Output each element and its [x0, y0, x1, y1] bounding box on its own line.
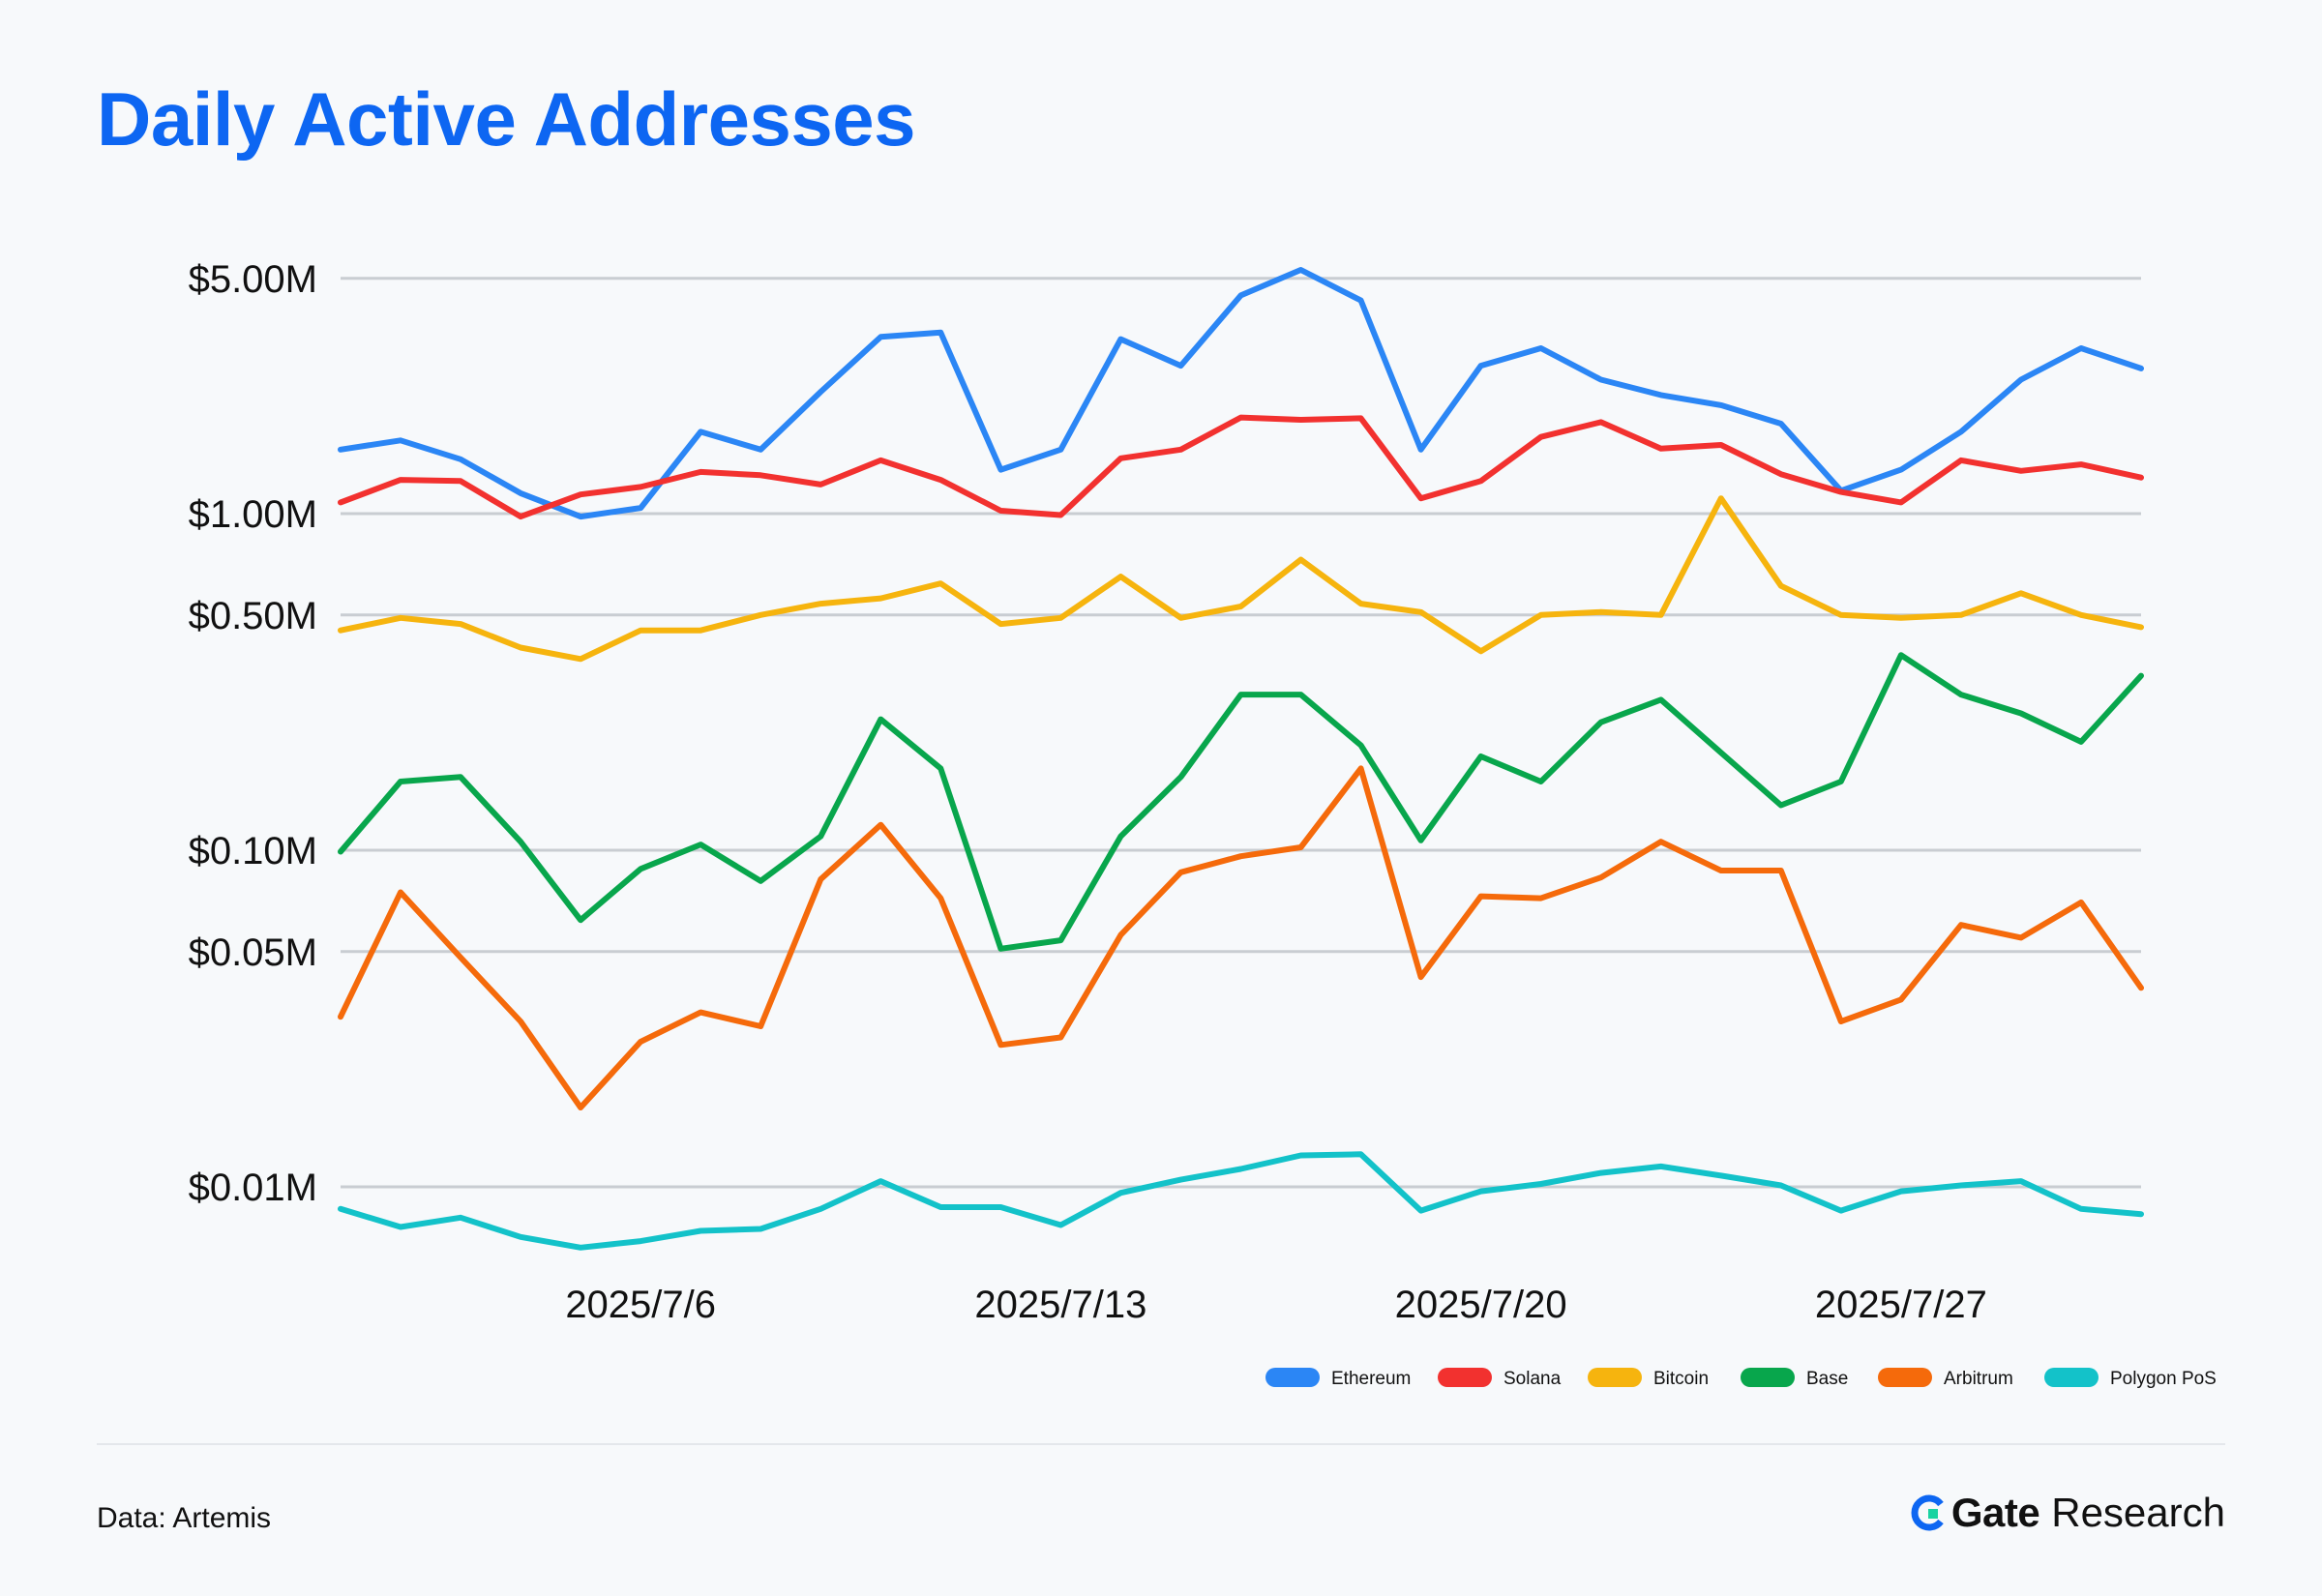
y-tick-label: $0.50M — [189, 595, 317, 637]
y-tick-label: $0.10M — [189, 830, 317, 872]
series-line-ethereum — [338, 267, 2144, 520]
y-axis-tick-labels: $5.00M $1.00M $0.50M $0.10M $0.05M $0.01M — [189, 258, 317, 1209]
series-line-bitcoin — [338, 495, 2144, 663]
legend-label-arbitrum: Arbitrum — [1944, 1369, 2013, 1389]
legend-swatch-bitcoin — [1588, 1368, 1642, 1387]
legend-swatch-arbitrum — [1878, 1368, 1932, 1387]
series-line-polygon-pos — [338, 1151, 2144, 1251]
data-source-note: Data: Artemis — [97, 1502, 272, 1534]
series-line-arbitrum — [338, 765, 2144, 1110]
brand-mark: Gate Research — [1909, 1490, 2225, 1536]
grid-lines — [341, 277, 2141, 1189]
page-title: Daily Active Addresses — [97, 76, 915, 162]
x-tick-label: 2025/7/13 — [974, 1284, 1146, 1326]
legend-label-base: Base — [1806, 1369, 1848, 1389]
legend: Ethereum Solana Bitcoin Base Arbitrum Polygon… — [1265, 1368, 2217, 1389]
legend-swatch-ethereum — [1265, 1368, 1320, 1387]
x-tick-label: 2025/7/20 — [1395, 1284, 1567, 1326]
legend-label-solana: Solana — [1503, 1369, 1562, 1389]
legend-label-bitcoin: Bitcoin — [1653, 1369, 1709, 1389]
series-line-base — [338, 652, 2144, 952]
legend-swatch-base — [1741, 1368, 1795, 1387]
series-line-solana — [338, 414, 2144, 520]
y-tick-label: $1.00M — [189, 493, 317, 536]
y-tick-label: $0.01M — [189, 1167, 317, 1209]
legend-swatch-solana — [1438, 1368, 1492, 1387]
series-lines — [338, 267, 2144, 1251]
footer-divider — [97, 1443, 2225, 1445]
x-tick-label: 2025/7/27 — [1815, 1284, 1987, 1326]
line-chart: $5.00M $1.00M $0.50M $0.10M $0.05M $0.01M 202… — [189, 258, 2217, 1389]
y-tick-label: $0.05M — [189, 931, 317, 974]
x-tick-label: 2025/7/6 — [565, 1284, 716, 1326]
y-tick-label: $5.00M — [189, 258, 317, 301]
legend-label-ethereum: Ethereum — [1331, 1369, 1411, 1389]
brand-name: Gate — [1950, 1490, 2040, 1535]
legend-swatch-polygon-pos — [2044, 1368, 2099, 1387]
legend-label-polygon-pos: Polygon PoS — [2110, 1369, 2217, 1389]
brand-suffix: Research — [2051, 1490, 2225, 1535]
x-axis-tick-labels: 2025/7/6 2025/7/13 2025/7/20 2025/7/27 — [565, 1284, 1987, 1326]
gate-logo-icon — [1911, 1494, 1944, 1531]
